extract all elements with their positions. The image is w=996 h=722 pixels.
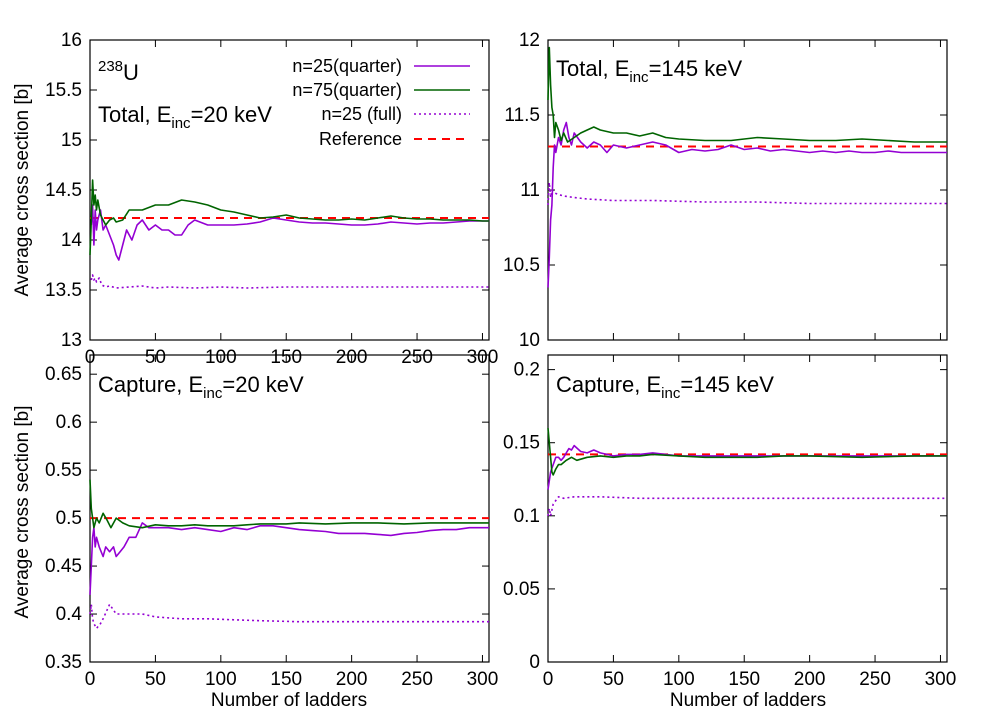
x-tick-label: 250 <box>401 669 433 690</box>
x-tick-label: 150 <box>270 669 302 690</box>
isotope-symbol: U <box>123 60 139 85</box>
y-tick-label: 16 <box>61 30 82 51</box>
plot-frame <box>89 39 490 341</box>
legend-label-quarter-75: n=75(quarter) <box>292 80 402 100</box>
y-tick-label: 14 <box>61 230 83 251</box>
x-tick-label: 300 <box>467 669 499 690</box>
series-line-quarter_25 <box>547 444 947 490</box>
y-tick-label: 11 <box>520 180 540 201</box>
y-tick-label: 12 <box>519 30 540 51</box>
x-tick-label: 100 <box>205 669 237 690</box>
y-tick-label: 10 <box>519 330 540 351</box>
panel-title: Total, Einc=20 keV <box>98 102 272 132</box>
series-line-quarter_25 <box>90 204 489 261</box>
series-line-full_25 <box>89 603 489 630</box>
x-tick-label: 50 <box>145 669 166 690</box>
y-tick-label: 0.65 <box>45 364 82 385</box>
y-tick-label: 0.15 <box>503 433 540 454</box>
y-tick-label: 0.55 <box>45 460 82 481</box>
y-axis-label-top: Average cross section [b] <box>12 84 33 297</box>
plot-frame <box>547 39 948 341</box>
panel-title: Capture, Einc=145 keV <box>556 372 774 402</box>
y-tick-label: 15 <box>61 130 82 151</box>
series-line-full_25 <box>547 496 947 517</box>
y-tick-label: 15.5 <box>45 80 82 101</box>
legend-label-quarter-25: n=25(quarter) <box>292 56 402 76</box>
y-tick-label: 0.35 <box>45 652 82 673</box>
y-tick-label: 0.1 <box>514 506 540 527</box>
x-tick-label: 50 <box>603 669 624 690</box>
series-line-quarter_75 <box>547 46 947 143</box>
y-tick-label: 0.45 <box>45 556 82 577</box>
y-tick-label: 10.5 <box>503 255 540 276</box>
plot-frame <box>547 354 948 663</box>
panel-capture-20kev: 0.35 0.4 0.45 0.5 0.55 0.6 0.65 0 50 100 150 200 250… <box>45 354 499 690</box>
x-tick-label: 150 <box>728 669 760 690</box>
y-tick-label: 0 <box>529 652 540 673</box>
x-tick-label: 0 <box>85 669 96 690</box>
x-tick-label: 100 <box>663 669 695 690</box>
y-tick-label: 0.4 <box>56 604 83 625</box>
series-line-full_25 <box>90 274 489 289</box>
x-tick-label: 0 <box>543 669 554 690</box>
y-tick-label: 11.5 <box>504 105 540 126</box>
isotope-label: 238U <box>98 58 139 85</box>
legend: n=25(quarter) n=75(quarter) n=25 (full) … <box>292 56 470 149</box>
series-line-quarter_75 <box>89 479 489 529</box>
y-tick-label: 13.5 <box>45 280 82 301</box>
y-tick-label: 13 <box>61 330 82 351</box>
panel-title: Capture, Einc=20 keV <box>98 372 304 402</box>
y-axis-label-bottom: Average cross section [b] <box>12 406 33 619</box>
series-line-quarter_25 <box>547 121 947 288</box>
y-tick-label: 0.2 <box>514 360 540 381</box>
x-tick-label: 300 <box>925 669 957 690</box>
y-tick-label: 0.5 <box>56 508 82 529</box>
y-tick-label: 0.6 <box>56 412 82 433</box>
legend-label-full-25: n=25 (full) <box>321 104 402 124</box>
isotope-mass: 238 <box>98 58 123 75</box>
panel-total-145kev: 10 10.5 11 11.5 12 Total, Einc=145 keV <box>503 30 948 351</box>
x-tick-label: 250 <box>859 669 891 690</box>
series-line-full_25 <box>547 181 947 206</box>
x-tick-label: 200 <box>336 669 368 690</box>
panel-title: Total, Einc=145 keV <box>556 56 742 86</box>
x-tick-label: 200 <box>794 669 826 690</box>
legend-label-reference: Reference <box>319 129 402 149</box>
series-line-quarter_25 <box>89 522 489 595</box>
x-axis-label-left: Number of ladders <box>211 690 367 711</box>
series-line-quarter_75 <box>89 179 489 256</box>
y-tick-label: 0.05 <box>503 579 540 600</box>
series-line-quarter_75 <box>547 428 947 476</box>
x-axis-label-right: Number of ladders <box>670 690 826 711</box>
plot-frame <box>89 354 490 663</box>
panel-capture-145kev: 0 0.05 0.1 0.15 0.2 0 50 100 150 200 250 300 Capture… <box>503 354 957 690</box>
y-tick-label: 14.5 <box>45 180 82 201</box>
